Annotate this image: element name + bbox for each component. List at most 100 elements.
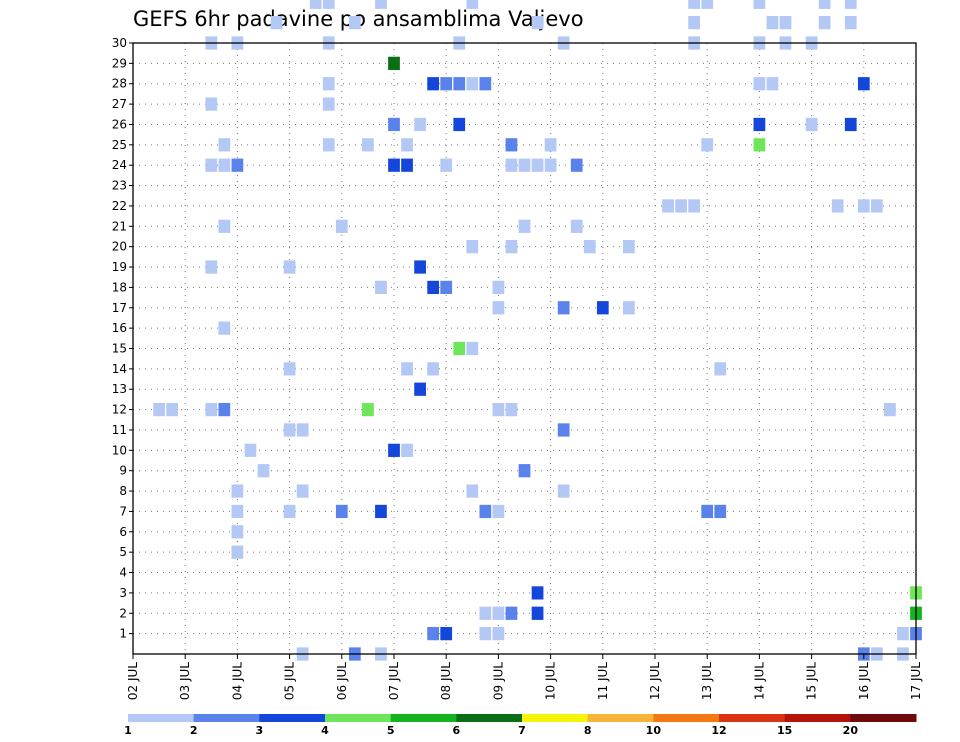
precip-cell — [348, 16, 361, 30]
precip-cell — [492, 280, 505, 295]
precip-cell — [231, 484, 244, 498]
colorbar-label: 8 — [584, 724, 592, 737]
y-tick-label: 30 — [112, 36, 127, 50]
precip-cell — [701, 138, 714, 152]
precip-cell — [388, 117, 400, 132]
precip-cell — [544, 158, 557, 172]
precip-cell — [231, 504, 244, 519]
precip-cell — [218, 158, 231, 172]
y-tick-label: 8 — [119, 484, 127, 498]
colorbar-swatch — [784, 714, 851, 722]
precip-cell — [714, 362, 727, 376]
y-axis: 1234567891011121314151617181920212223242… — [112, 36, 133, 641]
precip-cell — [427, 627, 440, 641]
precip-cell — [362, 402, 374, 417]
y-tick-label: 18 — [112, 280, 127, 294]
y-tick-label: 1 — [119, 627, 127, 641]
precip-cell — [531, 606, 544, 620]
precip-cell — [818, 0, 831, 9]
x-tick-label: 02 JUL — [126, 662, 140, 700]
y-tick-label: 7 — [119, 504, 127, 518]
precip-cell — [688, 0, 701, 9]
precip-cell — [466, 77, 479, 91]
precip-cell — [492, 606, 505, 620]
precip-cell — [283, 260, 296, 274]
x-tick-label: 16 JUL — [857, 662, 871, 700]
precip-cell — [335, 219, 348, 233]
precip-cell — [583, 240, 596, 254]
colorbar: 1 2 3 4 5 6 7 8 10 12 15 20 — [124, 714, 917, 737]
precip-cell — [466, 240, 479, 254]
x-tick-label: 11 JUL — [596, 662, 610, 700]
precip-cell — [544, 138, 557, 152]
colorbar-swatch — [456, 714, 523, 722]
colorbar-label: 15 — [777, 724, 792, 737]
precip-cell — [440, 280, 453, 295]
x-tick-label: 05 JUL — [283, 662, 297, 700]
y-tick-label: 12 — [112, 403, 127, 417]
precip-cell — [701, 504, 714, 519]
precip-cell — [831, 199, 844, 213]
precip-cell — [388, 443, 400, 457]
colorbar-swatch — [587, 714, 654, 722]
precip-cell — [492, 402, 505, 417]
x-tick-label: 10 JUL — [544, 662, 558, 700]
precip-cell — [453, 77, 466, 91]
precip-cell — [570, 158, 583, 172]
precip-cell — [322, 97, 335, 111]
precip-cell — [818, 16, 831, 30]
y-tick-label: 17 — [112, 301, 127, 315]
precip-cell — [440, 77, 453, 91]
precip-cell — [753, 138, 766, 152]
precip-cell — [283, 362, 296, 376]
precip-cell — [492, 627, 505, 641]
colorbar-swatch — [193, 714, 260, 722]
colorbar-label: 1 — [124, 724, 132, 737]
precip-cell — [857, 77, 870, 91]
precip-cell — [205, 158, 218, 172]
precip-cell — [257, 464, 270, 478]
precip-cell — [231, 545, 244, 559]
x-axis: 02 JUL 03 JUL 04 JUL 05 JUL 06 JUL 07 JUL 08 J… — [126, 654, 923, 700]
x-tick-label: 06 JUL — [335, 662, 349, 700]
precip-cell — [596, 301, 609, 315]
y-tick-label: 24 — [112, 158, 127, 172]
precip-cell — [518, 219, 531, 233]
y-tick-label: 2 — [119, 606, 127, 620]
precip-cell — [427, 77, 440, 91]
precip-cell — [518, 158, 531, 172]
precip-cell — [479, 627, 492, 641]
precip-cell — [884, 402, 896, 417]
precip-cell — [244, 443, 257, 457]
precip-cell — [753, 77, 766, 91]
precip-cell — [427, 362, 440, 376]
precip-cell — [296, 423, 309, 437]
colorbar-swatch — [653, 714, 720, 722]
precip-cell — [466, 341, 479, 356]
precip-cell — [205, 260, 218, 274]
x-tick-label: 12 JUL — [648, 662, 662, 700]
precip-cell — [557, 301, 570, 315]
precip-cell — [466, 484, 479, 498]
y-tick-label: 21 — [112, 219, 127, 233]
precip-cells — [153, 0, 922, 661]
colorbar-label: 12 — [711, 724, 726, 737]
precip-cell — [283, 504, 296, 519]
precip-cell — [623, 301, 635, 315]
precip-cell — [557, 423, 570, 437]
y-tick-label: 3 — [119, 586, 127, 600]
precip-cell — [375, 504, 387, 519]
precip-cell — [309, 0, 322, 9]
grid-lines — [132, 42, 917, 654]
y-tick-label: 19 — [112, 260, 127, 274]
precip-cell — [205, 402, 218, 417]
precip-cell — [296, 484, 309, 498]
precip-cell — [440, 627, 453, 641]
precip-cell — [270, 16, 283, 30]
precip-cell — [779, 16, 792, 30]
precip-cell — [466, 0, 479, 9]
y-tick-label: 15 — [112, 342, 127, 356]
precip-cell — [283, 423, 296, 437]
y-tick-label: 5 — [119, 545, 127, 559]
